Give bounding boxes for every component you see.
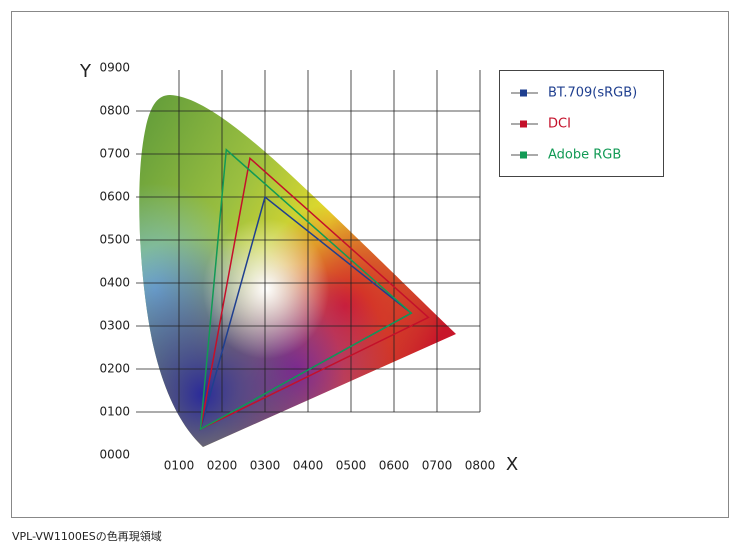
y-tick-label: 0500: [99, 233, 130, 247]
frame: [11, 11, 729, 518]
y-tick-label: 0700: [99, 147, 130, 161]
x-tick-label: 0100: [164, 459, 195, 473]
x-tick-label: 0300: [250, 459, 281, 473]
spectral-locus: [139, 95, 456, 447]
y-tick-label: 0900: [99, 61, 130, 75]
legend-marker: [520, 89, 527, 97]
y-tick-label: 0200: [99, 362, 130, 376]
legend-label: BT.709(sRGB): [548, 86, 637, 101]
y-tick-label: 0400: [99, 276, 130, 290]
x-axis-label: X: [506, 454, 518, 475]
y-tick-label: 0100: [99, 405, 130, 419]
gamut-triangle: [199, 148, 413, 431]
caption: VPL-VW1100ESの色再現領域: [12, 529, 162, 543]
y-tick-label: 0300: [99, 319, 130, 333]
x-tick-label: 0600: [379, 459, 410, 473]
x-tick-label: 0200: [207, 459, 238, 473]
x-tick-label: 0700: [422, 459, 453, 473]
x-tick-label: 0800: [465, 459, 496, 473]
y-tick-label: 0600: [99, 190, 130, 204]
y-axis-label: Y: [79, 61, 92, 82]
legend-label: DCI: [548, 117, 571, 132]
legend-marker: [520, 120, 527, 128]
gamut-triangle: [199, 156, 430, 431]
x-tick-label: 0400: [293, 459, 324, 473]
y-tick-label: 0800: [99, 104, 130, 118]
x-tick-label: 0500: [336, 459, 367, 473]
legend-marker: [520, 151, 527, 159]
y-tick-label: 0000: [99, 448, 130, 462]
legend-label: Adobe RGB: [548, 148, 621, 163]
